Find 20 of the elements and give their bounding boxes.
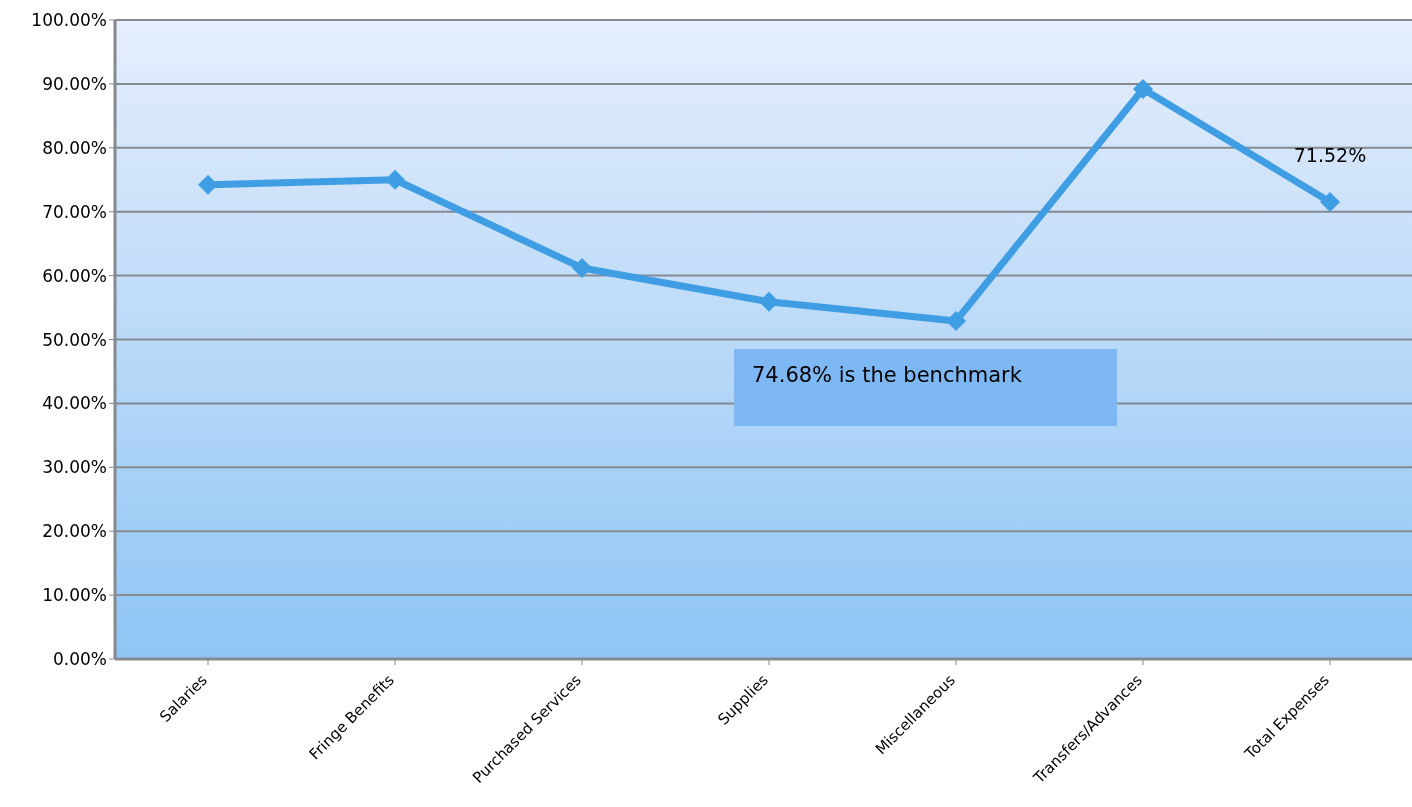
y-tick-label: 20.00%	[42, 521, 107, 542]
y-tick-label: 0.00%	[52, 649, 107, 670]
y-tick-label: 10.00%	[42, 585, 107, 606]
y-tick-label: 90.00%	[42, 73, 107, 94]
data-label: 71.52%	[1293, 143, 1367, 166]
point	[198, 174, 218, 195]
y-tick-label: 100.00%	[31, 10, 107, 31]
point	[1133, 79, 1153, 100]
point	[385, 169, 405, 190]
y-tick-label: 30.00%	[42, 457, 107, 478]
point	[759, 291, 779, 312]
y-tick-label: 80.00%	[42, 137, 107, 158]
y-tick-label: 40.00%	[42, 393, 107, 414]
y-tick-label: 50.00%	[42, 329, 107, 350]
point	[572, 257, 592, 278]
y-tick-label: 70.00%	[42, 201, 107, 222]
point	[1320, 191, 1340, 212]
point	[946, 310, 966, 331]
note-box: 74.68% is the benchmark	[734, 349, 1117, 426]
y-tick-label: 60.00%	[42, 265, 107, 286]
